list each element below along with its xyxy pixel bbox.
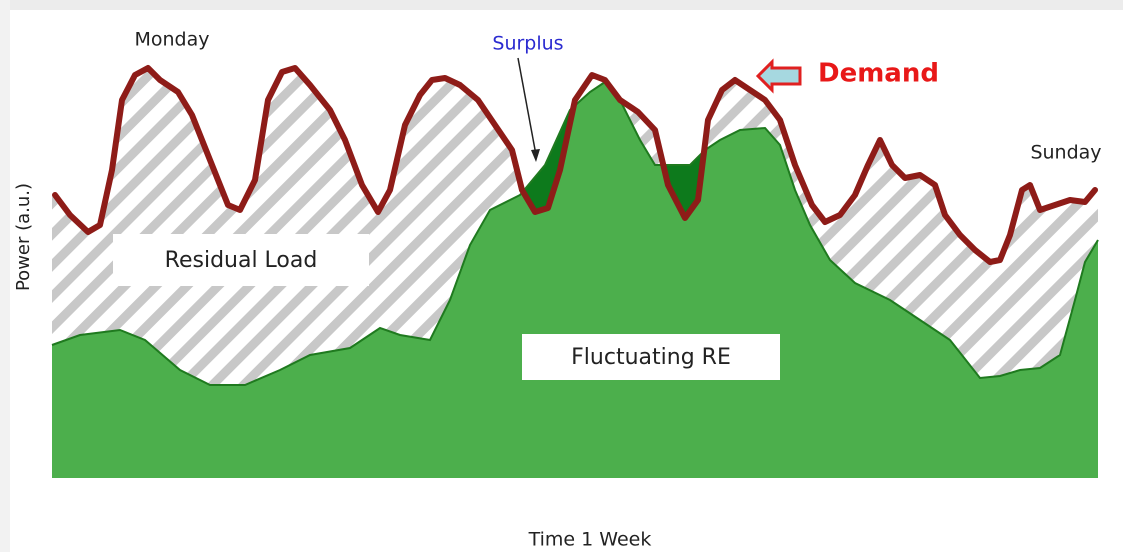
- demand-label: Demand: [818, 59, 939, 89]
- plot: [51, 65, 1099, 478]
- residual-load-label: Residual Load: [165, 248, 318, 273]
- fluctuating-re-box: [522, 334, 780, 380]
- re-outline: [51, 80, 1099, 386]
- surplus-pointer: [517, 57, 537, 156]
- surplus-label: Surplus: [492, 33, 563, 55]
- x-axis-label: Time 1 Week: [528, 529, 652, 551]
- top-border: [0, 0, 1123, 10]
- sunday-label: Sunday: [1030, 142, 1101, 164]
- monday-label: Monday: [134, 29, 209, 51]
- surplus-arrowhead: [531, 149, 540, 162]
- y-axis-label: Power (a.u.): [13, 183, 34, 291]
- residual-load-box: [113, 234, 369, 286]
- demand-line: [52, 65, 1098, 265]
- fluctuating-re-label: Fluctuating RE: [571, 345, 731, 370]
- re-area: [52, 82, 1098, 478]
- left-border: [0, 0, 10, 552]
- demand-arrow: [755, 58, 802, 94]
